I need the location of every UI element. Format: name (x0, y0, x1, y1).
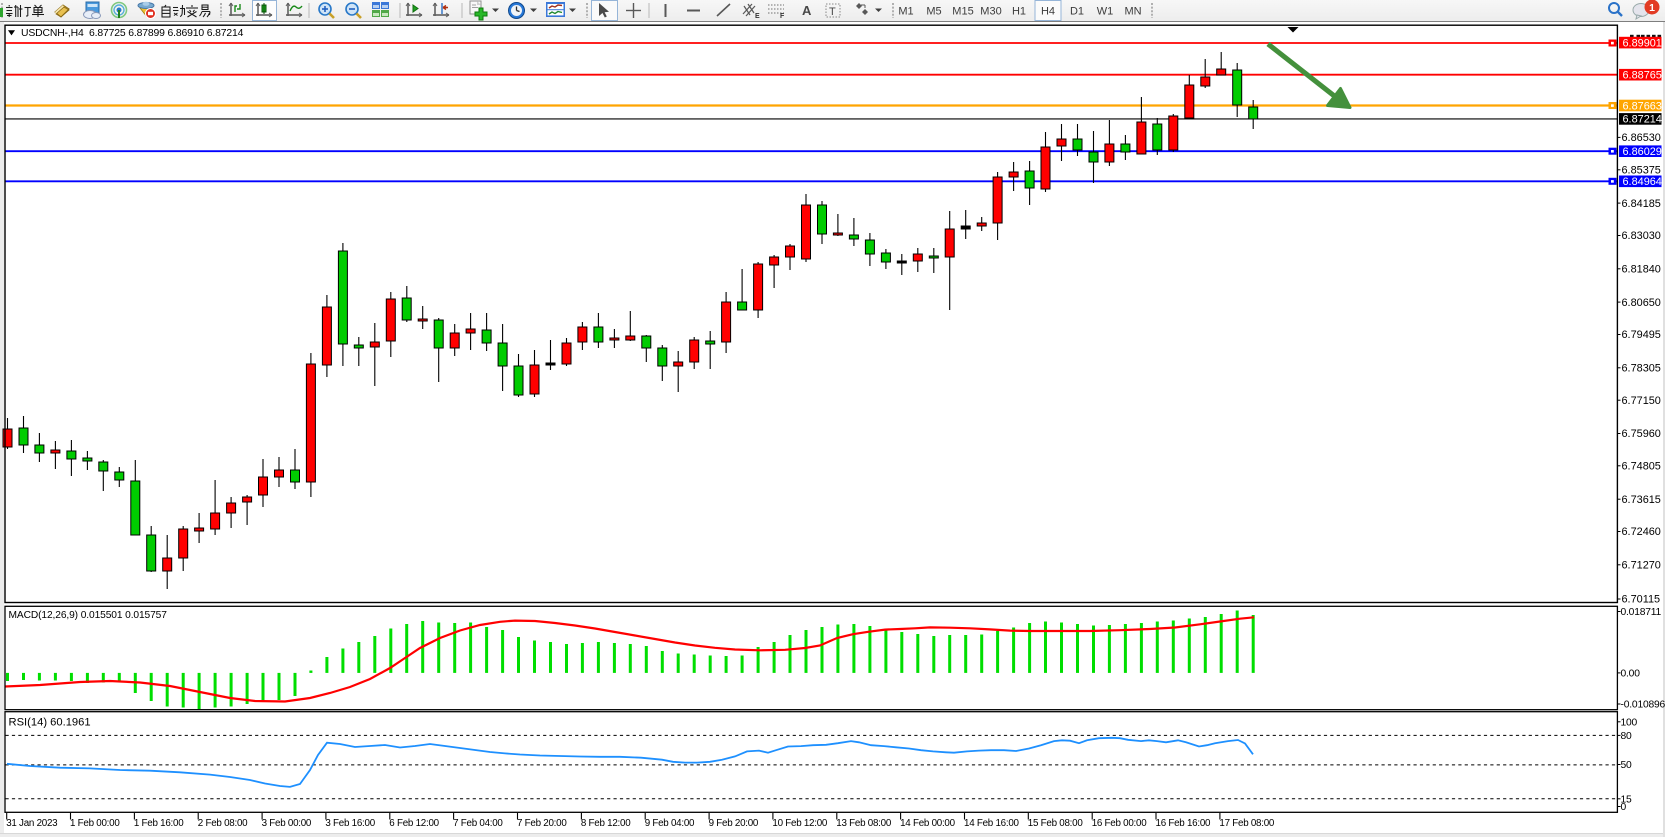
svg-text:6.84964: 6.84964 (1623, 176, 1662, 188)
svg-text:6.78305: 6.78305 (1622, 363, 1661, 375)
svg-text:17 Feb 08:00: 17 Feb 08:00 (1219, 818, 1275, 829)
svg-text:8 Feb 12:00: 8 Feb 12:00 (581, 818, 631, 829)
svg-text:6.86530: 6.86530 (1622, 132, 1661, 144)
svg-text:RSI(14) 60.1961: RSI(14) 60.1961 (9, 717, 91, 729)
svg-text:0.00: 0.00 (1621, 669, 1641, 680)
svg-text:3 Feb 16:00: 3 Feb 16:00 (325, 818, 375, 829)
svg-text:50: 50 (1621, 760, 1633, 771)
svg-text:1: 1 (1649, 2, 1655, 14)
svg-text:6.83030: 6.83030 (1622, 230, 1661, 242)
svg-text:13 Feb 08:00: 13 Feb 08:00 (836, 818, 892, 829)
svg-text:6.74805: 6.74805 (1622, 461, 1661, 473)
svg-text:H1: H1 (1012, 6, 1026, 18)
svg-text:6.88765: 6.88765 (1623, 70, 1662, 82)
svg-text:10 Feb 12:00: 10 Feb 12:00 (772, 818, 828, 829)
svg-text:M1: M1 (898, 6, 913, 18)
svg-text:3 Feb 00:00: 3 Feb 00:00 (262, 818, 312, 829)
svg-text:E: E (755, 13, 760, 20)
svg-text:1 Feb 00:00: 1 Feb 00:00 (70, 818, 120, 829)
svg-text:H4: H4 (1041, 6, 1055, 18)
svg-text:7 Feb 04:00: 7 Feb 04:00 (453, 818, 503, 829)
svg-text:W1: W1 (1097, 6, 1114, 18)
svg-text:1 Feb 16:00: 1 Feb 16:00 (134, 818, 184, 829)
svg-text:16 Feb 00:00: 16 Feb 00:00 (1092, 818, 1148, 829)
svg-text:A: A (802, 3, 812, 18)
svg-text:15 Feb 08:00: 15 Feb 08:00 (1028, 818, 1084, 829)
svg-text:6.77150: 6.77150 (1622, 395, 1661, 407)
svg-text:80: 80 (1621, 731, 1633, 742)
svg-text:0.018711: 0.018711 (1621, 607, 1662, 618)
svg-text:14 Feb 00:00: 14 Feb 00:00 (900, 818, 956, 829)
svg-text:16 Feb 16:00: 16 Feb 16:00 (1156, 818, 1212, 829)
svg-text:MN: MN (1124, 6, 1141, 18)
svg-text:6.73615: 6.73615 (1622, 494, 1661, 506)
svg-text:MACD(12,26,9) 0.015501 0.01575: MACD(12,26,9) 0.015501 0.015757 (9, 610, 168, 621)
svg-text:6.79495: 6.79495 (1622, 329, 1661, 341)
svg-text:31 Jan 2023: 31 Jan 2023 (6, 818, 58, 829)
svg-text:2 Feb 08:00: 2 Feb 08:00 (198, 818, 248, 829)
svg-text:0: 0 (1621, 802, 1627, 813)
svg-text:T: T (829, 6, 836, 18)
svg-text:6.87214: 6.87214 (1623, 114, 1662, 126)
svg-text:-0.010896: -0.010896 (1621, 700, 1665, 711)
svg-text:6.71270: 6.71270 (1622, 560, 1661, 572)
svg-text:9 Feb 04:00: 9 Feb 04:00 (645, 818, 695, 829)
svg-text:6.89901: 6.89901 (1623, 37, 1662, 49)
svg-text:7 Feb 20:00: 7 Feb 20:00 (517, 818, 567, 829)
svg-text:15: 15 (1621, 794, 1633, 805)
svg-text:9 Feb 20:00: 9 Feb 20:00 (709, 818, 759, 829)
svg-text:6.81840: 6.81840 (1622, 264, 1661, 276)
svg-text:6.75960: 6.75960 (1622, 428, 1661, 440)
svg-text:6.87663: 6.87663 (1623, 100, 1662, 112)
svg-text:6.72460: 6.72460 (1622, 526, 1661, 538)
svg-text:6 Feb 12:00: 6 Feb 12:00 (389, 818, 439, 829)
svg-text:6.70115: 6.70115 (1622, 594, 1661, 606)
svg-text:D1: D1 (1070, 6, 1084, 18)
svg-text:M15: M15 (952, 6, 973, 18)
svg-text:USDCNH-,H4 6.87725 6.87899 6.: USDCNH-,H4 6.87725 6.87899 6.86910 6.872… (21, 28, 244, 39)
svg-text:M30: M30 (980, 6, 1001, 18)
svg-text:F: F (780, 13, 785, 20)
svg-text:100: 100 (1621, 717, 1638, 728)
svg-text:6.84185: 6.84185 (1622, 198, 1661, 210)
svg-text:14 Feb 16:00: 14 Feb 16:00 (964, 818, 1020, 829)
svg-text:6.80650: 6.80650 (1622, 297, 1661, 309)
svg-text:M5: M5 (926, 6, 941, 18)
svg-text:6.86029: 6.86029 (1623, 146, 1662, 158)
svg-text:6.85375: 6.85375 (1622, 165, 1661, 177)
